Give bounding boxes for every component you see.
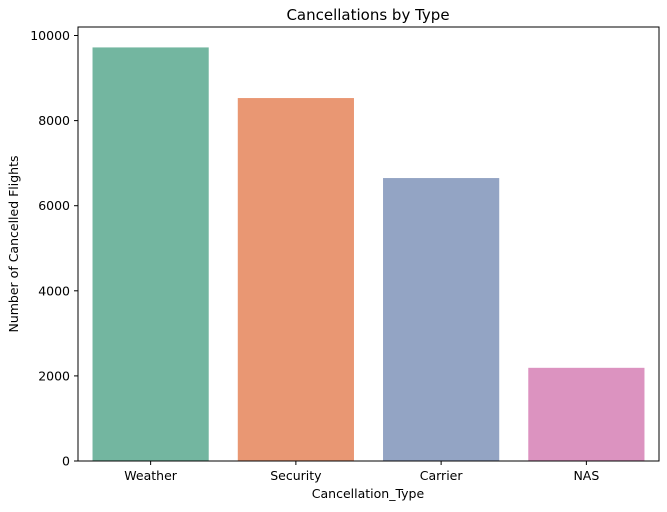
y-axis-label: Number of Cancelled Flights xyxy=(6,155,21,332)
chart-title: Cancellations by Type xyxy=(286,6,449,24)
y-tick-label: 10000 xyxy=(30,28,70,43)
y-axis-ticks: 0 2000 4000 6000 8000 10000 xyxy=(30,28,78,469)
y-tick-label: 2000 xyxy=(38,368,70,383)
plot-frame xyxy=(77,26,660,462)
x-axis-label: Cancellation_Type xyxy=(312,486,425,501)
x-axis-ticks: Weather Security Carrier NAS xyxy=(124,461,599,483)
y-tick-label: 8000 xyxy=(38,113,70,128)
bar-weather xyxy=(92,47,209,462)
y-tick-label: 4000 xyxy=(38,283,70,298)
x-tick-label: Weather xyxy=(124,468,177,483)
bars-group xyxy=(92,47,645,462)
y-tick-label: 6000 xyxy=(38,198,70,213)
bar-security xyxy=(237,98,354,462)
x-tick-label: Security xyxy=(270,468,322,483)
bar-carrier xyxy=(383,178,500,462)
x-tick-label: NAS xyxy=(573,468,599,483)
x-tick-label: Carrier xyxy=(420,468,464,483)
y-tick-label: 0 xyxy=(62,454,70,469)
bar-nas xyxy=(528,367,645,461)
